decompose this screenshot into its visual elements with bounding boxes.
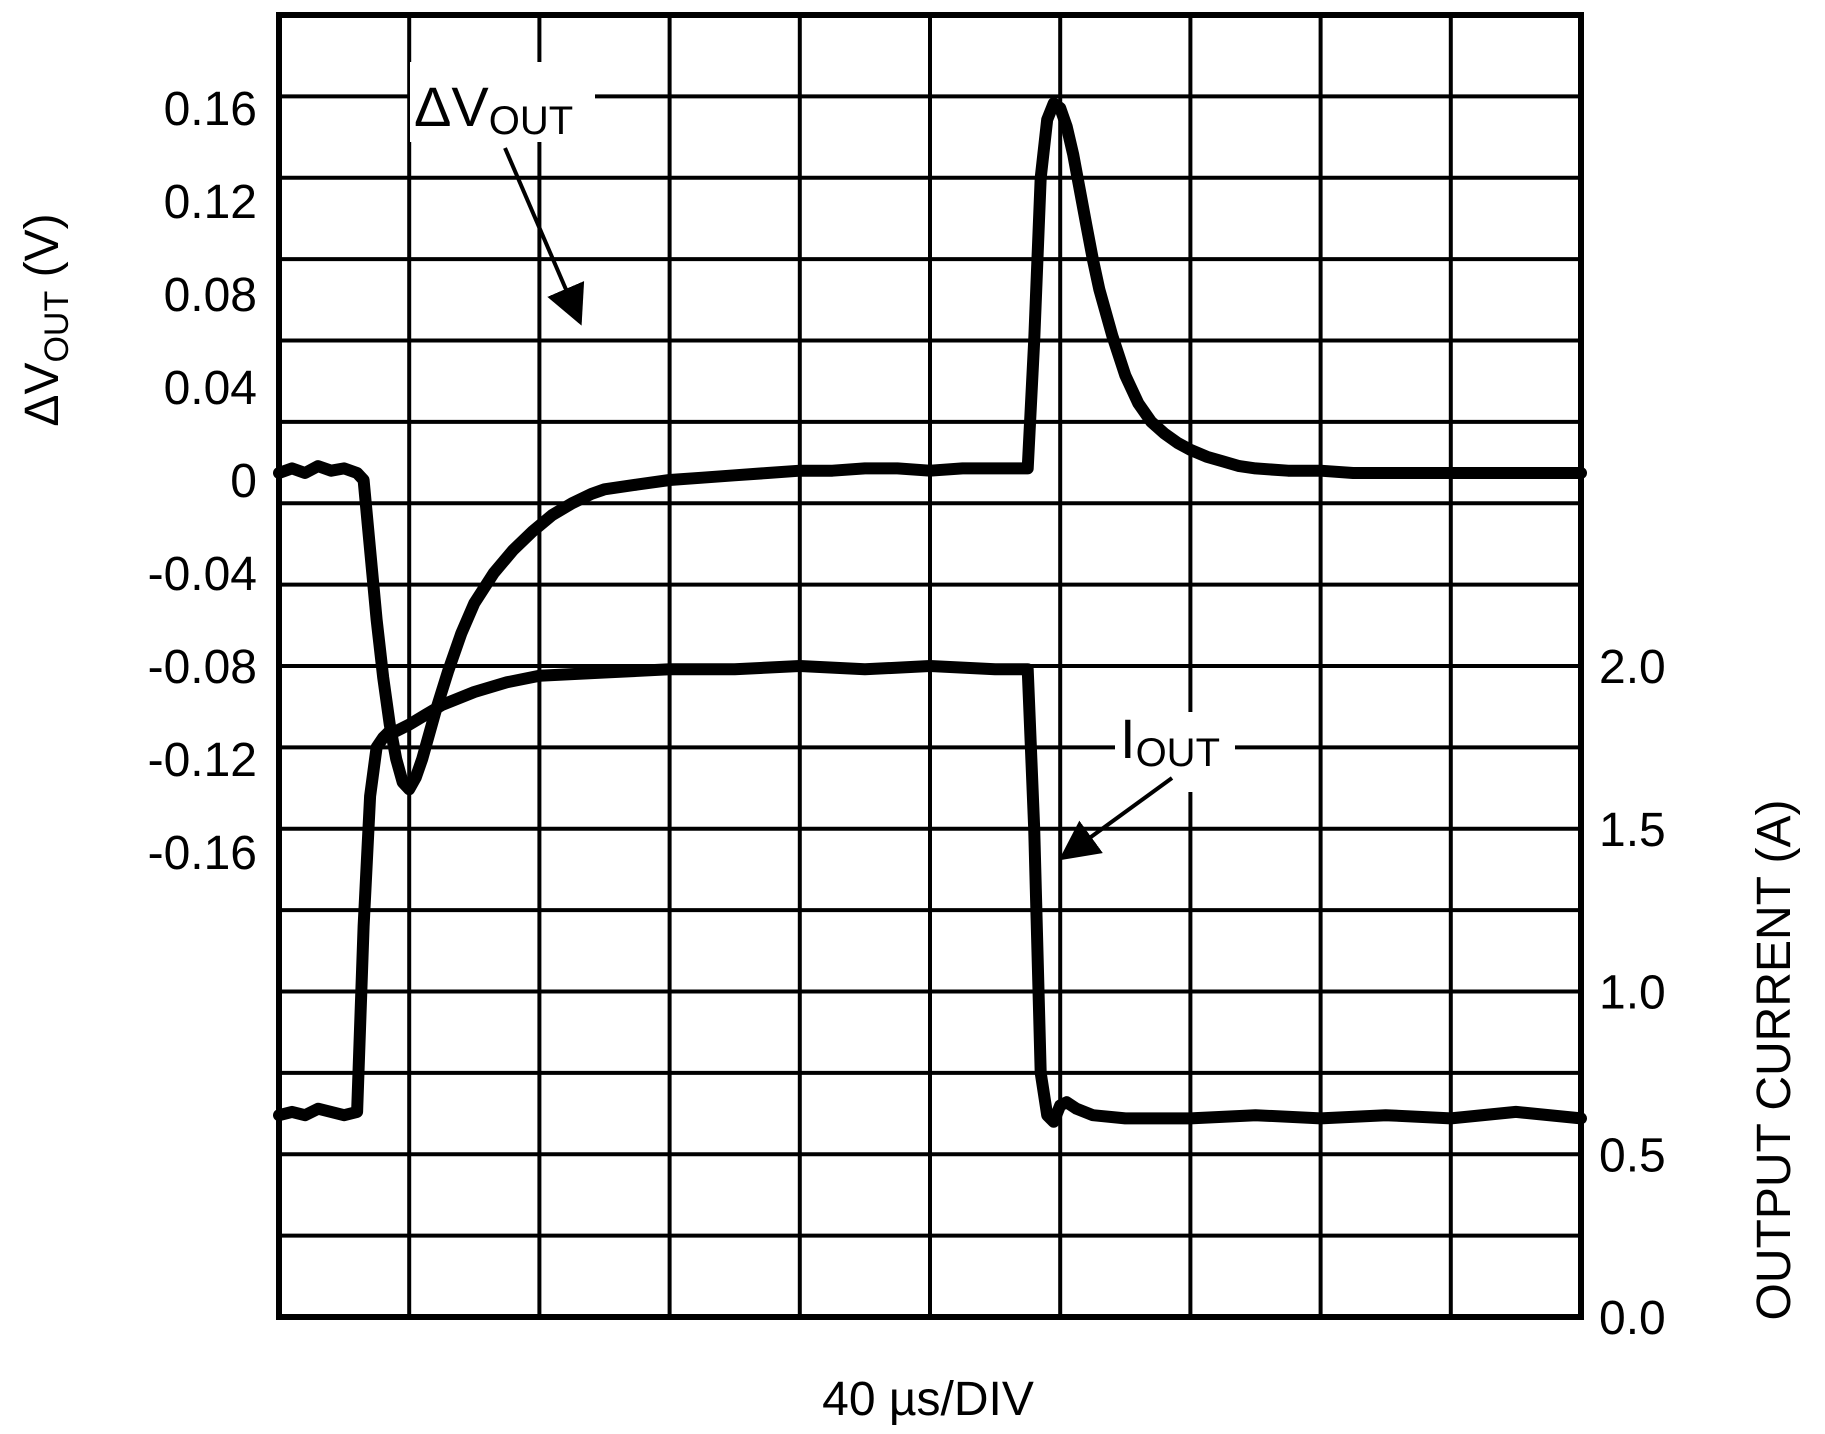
vout-trace [273,97,1587,796]
vout-annotation-main: ΔV [414,75,489,138]
vout-annotation-bg [410,62,595,142]
left-tick-label: 0.12 [164,176,257,229]
left-tick-label: -0.08 [148,641,257,694]
right-tick-label: 1.0 [1599,967,1666,1020]
grid-lines [279,15,1581,1317]
left-tick-label: 0 [230,455,257,508]
right-axis-title: OUTPUT CURRENT (A) [1748,800,1801,1321]
left-tick-label: 0.16 [164,83,257,136]
vout-annotation-sub: OUT [489,99,573,143]
right-axis-ticks: 2.0 1.5 1.0 0.5 0.0 [1599,641,1666,1345]
x-axis-title: 40 µs/DIV [822,1373,1034,1426]
vout-annotation-label: ΔVOUT [414,75,573,143]
left-axis-ticks: 0.16 0.12 0.08 0.04 0 -0.04 -0.08 -0.12 -0.16 [148,83,257,880]
left-axis-title: ΔVOUT (V) [16,213,76,426]
left-tick-label: 0.08 [164,269,257,322]
left-tick-label: -0.16 [148,827,257,880]
iout-trace [273,660,1587,1128]
right-tick-label: 2.0 [1599,641,1666,694]
right-tick-label: 1.5 [1599,804,1666,857]
vout-annotation-arrow [503,147,585,326]
iout-annotation-label: IOUT [1120,707,1220,775]
iout-annotation-main: I [1120,707,1136,770]
left-tick-label: -0.04 [148,548,257,601]
iout-annotation-arrow [1058,776,1174,861]
left-tick-label: -0.12 [148,734,257,787]
left-axis-title-sub: OUT [38,291,76,363]
right-tick-label: 0.5 [1599,1129,1666,1182]
iout-annotation-sub: OUT [1136,731,1220,775]
plot-frame [276,12,1584,1320]
vout-annotation: ΔVOUT [410,62,595,326]
series-layer [273,97,1587,1128]
left-axis-title-tail: (V) [16,213,69,290]
iout-annotation: IOUT [1058,707,1235,861]
iout-annotation-bg [1115,712,1235,792]
left-tick-label: 0.04 [164,362,257,415]
left-axis-title-main: ΔV [16,363,69,427]
right-tick-label: 0.0 [1599,1292,1666,1345]
